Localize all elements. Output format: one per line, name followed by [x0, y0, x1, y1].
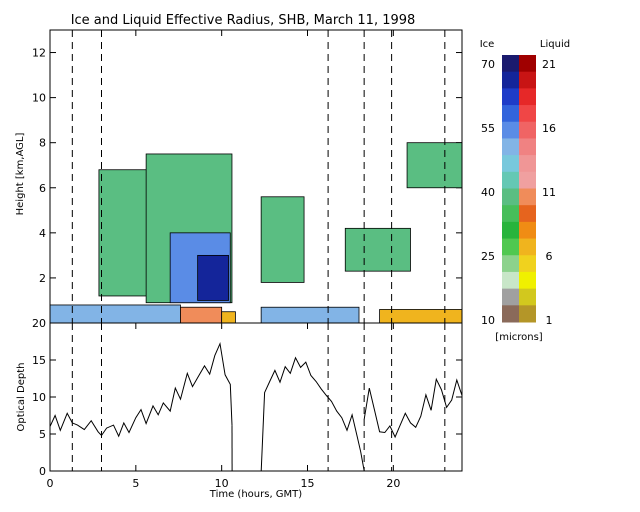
colorbar-ice-tick: 55: [481, 122, 495, 135]
colorbar-liquid-cell: [519, 271, 536, 290]
colorbar-ice-cell: [502, 255, 519, 273]
colorbar-ice-cell: [502, 205, 519, 223]
top-ytick-label: 2: [39, 272, 46, 285]
optical-depth-line: [49, 341, 233, 438]
top-ytick-label: 12: [32, 47, 46, 60]
colorbar-ice-cell: [502, 105, 519, 123]
colorbar-liquid-cell: [519, 71, 536, 89]
colorbar-ice-cell: [502, 71, 519, 89]
top-ytick-label: 10: [32, 92, 46, 105]
bottom-xtick-label: 5: [132, 477, 139, 490]
cloud-region: [344, 227, 411, 272]
colorbar-ice-cell: [502, 55, 519, 73]
top-ytick-label: 8: [39, 137, 46, 150]
cloud-region: [197, 254, 229, 301]
bottom-ytick-label: 5: [39, 428, 46, 441]
colorbar-liquid-tick: 11: [542, 186, 556, 199]
optical-depth-line: [260, 356, 365, 472]
colorbar-ice-cell: [502, 271, 519, 290]
cloud-region: [260, 306, 360, 324]
colorbar-liquid-cell: [519, 288, 536, 306]
bottom-xtick-label: 20: [386, 477, 400, 490]
top-ylabel: Height [km,AGL]: [15, 133, 26, 216]
bottom-ytick-label: 20: [32, 317, 46, 330]
bottom-xtick-label: 10: [215, 477, 229, 490]
colorbar: Ice Liquid 70 55 40 25 10 21 16 11 6 1 [microns]: [480, 39, 570, 343]
bottom-ylabel: Optical Depth: [16, 363, 27, 432]
colorbar-liquid-cell: [519, 121, 536, 139]
bottom-xtick-label: 15: [301, 477, 315, 490]
colorbar-liquid-cell: [519, 305, 536, 323]
cloud-region: [260, 196, 305, 283]
colorbar-liquid-label: Liquid: [540, 39, 570, 50]
top-ytick-label: 4: [39, 227, 46, 240]
colorbar-liquid-cell: [519, 155, 536, 173]
colorbar-ice-cell: [502, 155, 519, 173]
colorbar-ice-cell: [502, 221, 519, 240]
colorbar-ice-cell: [502, 171, 519, 189]
colorbar-ice-cell: [502, 88, 519, 106]
colorbar-ice-tick: 25: [481, 250, 495, 263]
colorbar-liquid-cell: [519, 221, 536, 240]
colorbar-liquid-cell: [519, 138, 536, 156]
colorbar-ice-tick: 70: [481, 58, 495, 71]
colorbar-ice-cell: [502, 121, 519, 139]
colorbar-liquid-cell: [519, 171, 536, 189]
bottom-xlabel: Time (hours, GMT): [209, 489, 303, 500]
optical-depth-line: [363, 377, 463, 439]
colorbar-liquid-cell: [519, 105, 536, 123]
colorbar-liquid-cell: [519, 188, 536, 206]
colorbar-ice-cell: [502, 188, 519, 206]
colorbar-ice-tick: 40: [481, 186, 495, 199]
colorbar-ice-cell: [502, 138, 519, 156]
effective-radius-panel: 2 4 6 8 10 12 Height [km,AGL]: [15, 29, 463, 324]
colorbar-ice-cell: [502, 238, 519, 256]
cloud-region: [49, 304, 181, 324]
bottom-ytick-label: 0: [39, 465, 46, 478]
colorbar-ice-label: Ice: [480, 39, 495, 50]
colorbar-liquid-cell: [519, 238, 536, 256]
top-ytick-label: 6: [39, 182, 46, 195]
cloud-region: [406, 142, 463, 189]
optical-depth-panel: 0 5 10 15 20 0 5 10 15 20 Optical Depth Time (hou…: [16, 317, 463, 500]
colorbar-ice-tick: 10: [481, 314, 495, 327]
colorbar-ice-cell: [502, 305, 519, 323]
bottom-plot-frame: [49, 322, 463, 472]
colorbar-units: [microns]: [495, 332, 542, 343]
bottom-xtick-label: 0: [47, 477, 54, 490]
bottom-ytick-label: 10: [32, 391, 46, 404]
colorbar-ice-cell: [502, 288, 519, 306]
colorbar-liquid-tick: 21: [542, 58, 556, 71]
colorbar-liquid-cell: [519, 88, 536, 106]
colorbar-liquid-tick: 16: [542, 122, 556, 135]
chart-title: Ice and Liquid Effective Radius, SHB, Ma…: [71, 13, 416, 28]
colorbar-liquid-tick: 1: [546, 314, 553, 327]
cloud-region: [180, 306, 223, 324]
colorbar-liquid-cell: [519, 55, 536, 73]
colorbar-liquid-tick: 6: [546, 250, 553, 263]
colorbar-liquid-cell: [519, 205, 536, 223]
bottom-ytick-label: 15: [32, 354, 46, 367]
cloud-region: [221, 311, 236, 324]
colorbar-liquid-cell: [519, 255, 536, 273]
